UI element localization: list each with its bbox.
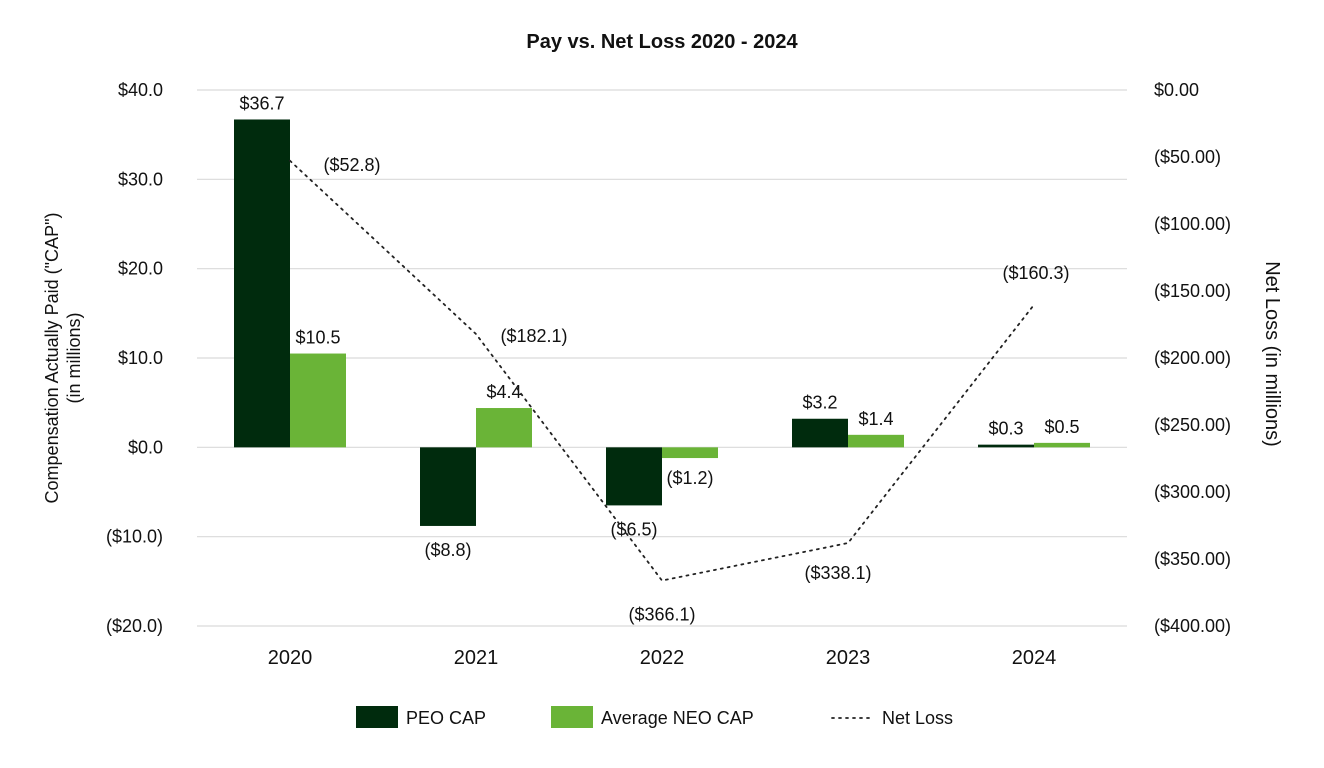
bar-data-label: $4.4 [486,382,521,402]
bar-peo-cap [420,447,476,526]
legend-label: Average NEO CAP [601,708,754,728]
left-tick-label: ($10.0) [106,527,163,547]
left-tick-label: $0.0 [128,437,163,457]
bar-average-neo-cap [476,408,532,448]
right-tick-label: ($150.00) [1154,281,1231,301]
bar-average-neo-cap [848,434,904,448]
x-tick-label: 2020 [268,647,313,669]
bar-data-label: $10.5 [295,328,340,348]
left-tick-label: ($20.0) [106,616,163,636]
left-axis-title-line2: (in millions) [64,312,84,403]
right-tick-label: ($400.00) [1154,616,1231,636]
right-tick-label: ($350.00) [1154,549,1231,569]
bar-peo-cap [606,447,662,506]
bar-data-label: $3.2 [802,393,837,413]
bar-data-label: ($8.8) [424,540,471,560]
right-tick-label: ($250.00) [1154,415,1231,435]
bar-peo-cap [792,418,848,448]
right-axis-ticks: $0.00 ($50.00) ($100.00) ($150.00) ($200.00)… [1154,80,1231,636]
chart-title: Pay vs. Net Loss 2020 - 2024 [526,31,798,53]
line-data-label: ($52.8) [323,155,380,175]
left-tick-label: $40.0 [118,80,163,100]
bar-data-label: ($6.5) [610,519,657,539]
bar-data-label: $1.4 [858,409,893,429]
bar-data-label: $0.5 [1044,417,1079,437]
legend-label: Net Loss [882,708,953,728]
left-tick-label: $30.0 [118,169,163,189]
x-axis-ticks: 2020 2021 2022 2023 2024 [268,647,1057,669]
line-data-label: ($182.1) [500,326,567,346]
bar-data-label: ($1.2) [666,468,713,488]
right-axis-title: Net Loss (in millions) [1261,261,1283,447]
legend: PEO CAP Average NEO CAP Net Loss [356,706,953,728]
left-tick-label: $20.0 [118,259,163,279]
x-tick-label: 2021 [454,647,499,669]
left-axis-ticks: $40.0 $30.0 $20.0 $10.0 $0.0 ($10.0) ($20.0) [106,80,163,636]
left-tick-label: $10.0 [118,348,163,368]
bar-series: $36.7 ($8.8) ($6.5) $3.2 $0.3 $10.5 $4.4 ($1.2)… [234,93,1090,560]
x-tick-label: 2024 [1012,647,1057,669]
right-tick-label: $0.00 [1154,80,1199,100]
right-tick-label: ($100.00) [1154,214,1231,234]
net-loss-line [289,159,1035,582]
bar-average-neo-cap [662,447,718,459]
bar-data-label: $36.7 [239,93,284,113]
right-tick-label: ($50.00) [1154,147,1221,167]
bar-peo-cap [234,119,290,448]
right-tick-label: ($200.00) [1154,348,1231,368]
legend-swatch [356,706,398,728]
line-data-label: ($366.1) [628,605,695,625]
bar-data-label: $0.3 [988,419,1023,439]
line-data-label: ($338.1) [804,563,871,583]
line-data-label: ($160.3) [1002,263,1069,283]
net-loss-line-series: ($52.8) ($182.1) ($366.1) ($338.1) ($160.3) [289,155,1070,625]
bar-average-neo-cap [1034,442,1090,448]
left-axis-title-line1: Compensation Actually Paid ("CAP") [42,213,62,504]
legend-swatch [551,706,593,728]
right-tick-label: ($300.00) [1154,482,1231,502]
bar-average-neo-cap [290,353,346,448]
x-tick-label: 2022 [640,647,685,669]
bar-peo-cap [978,444,1034,448]
legend-label: PEO CAP [406,708,486,728]
x-tick-label: 2023 [826,647,871,669]
